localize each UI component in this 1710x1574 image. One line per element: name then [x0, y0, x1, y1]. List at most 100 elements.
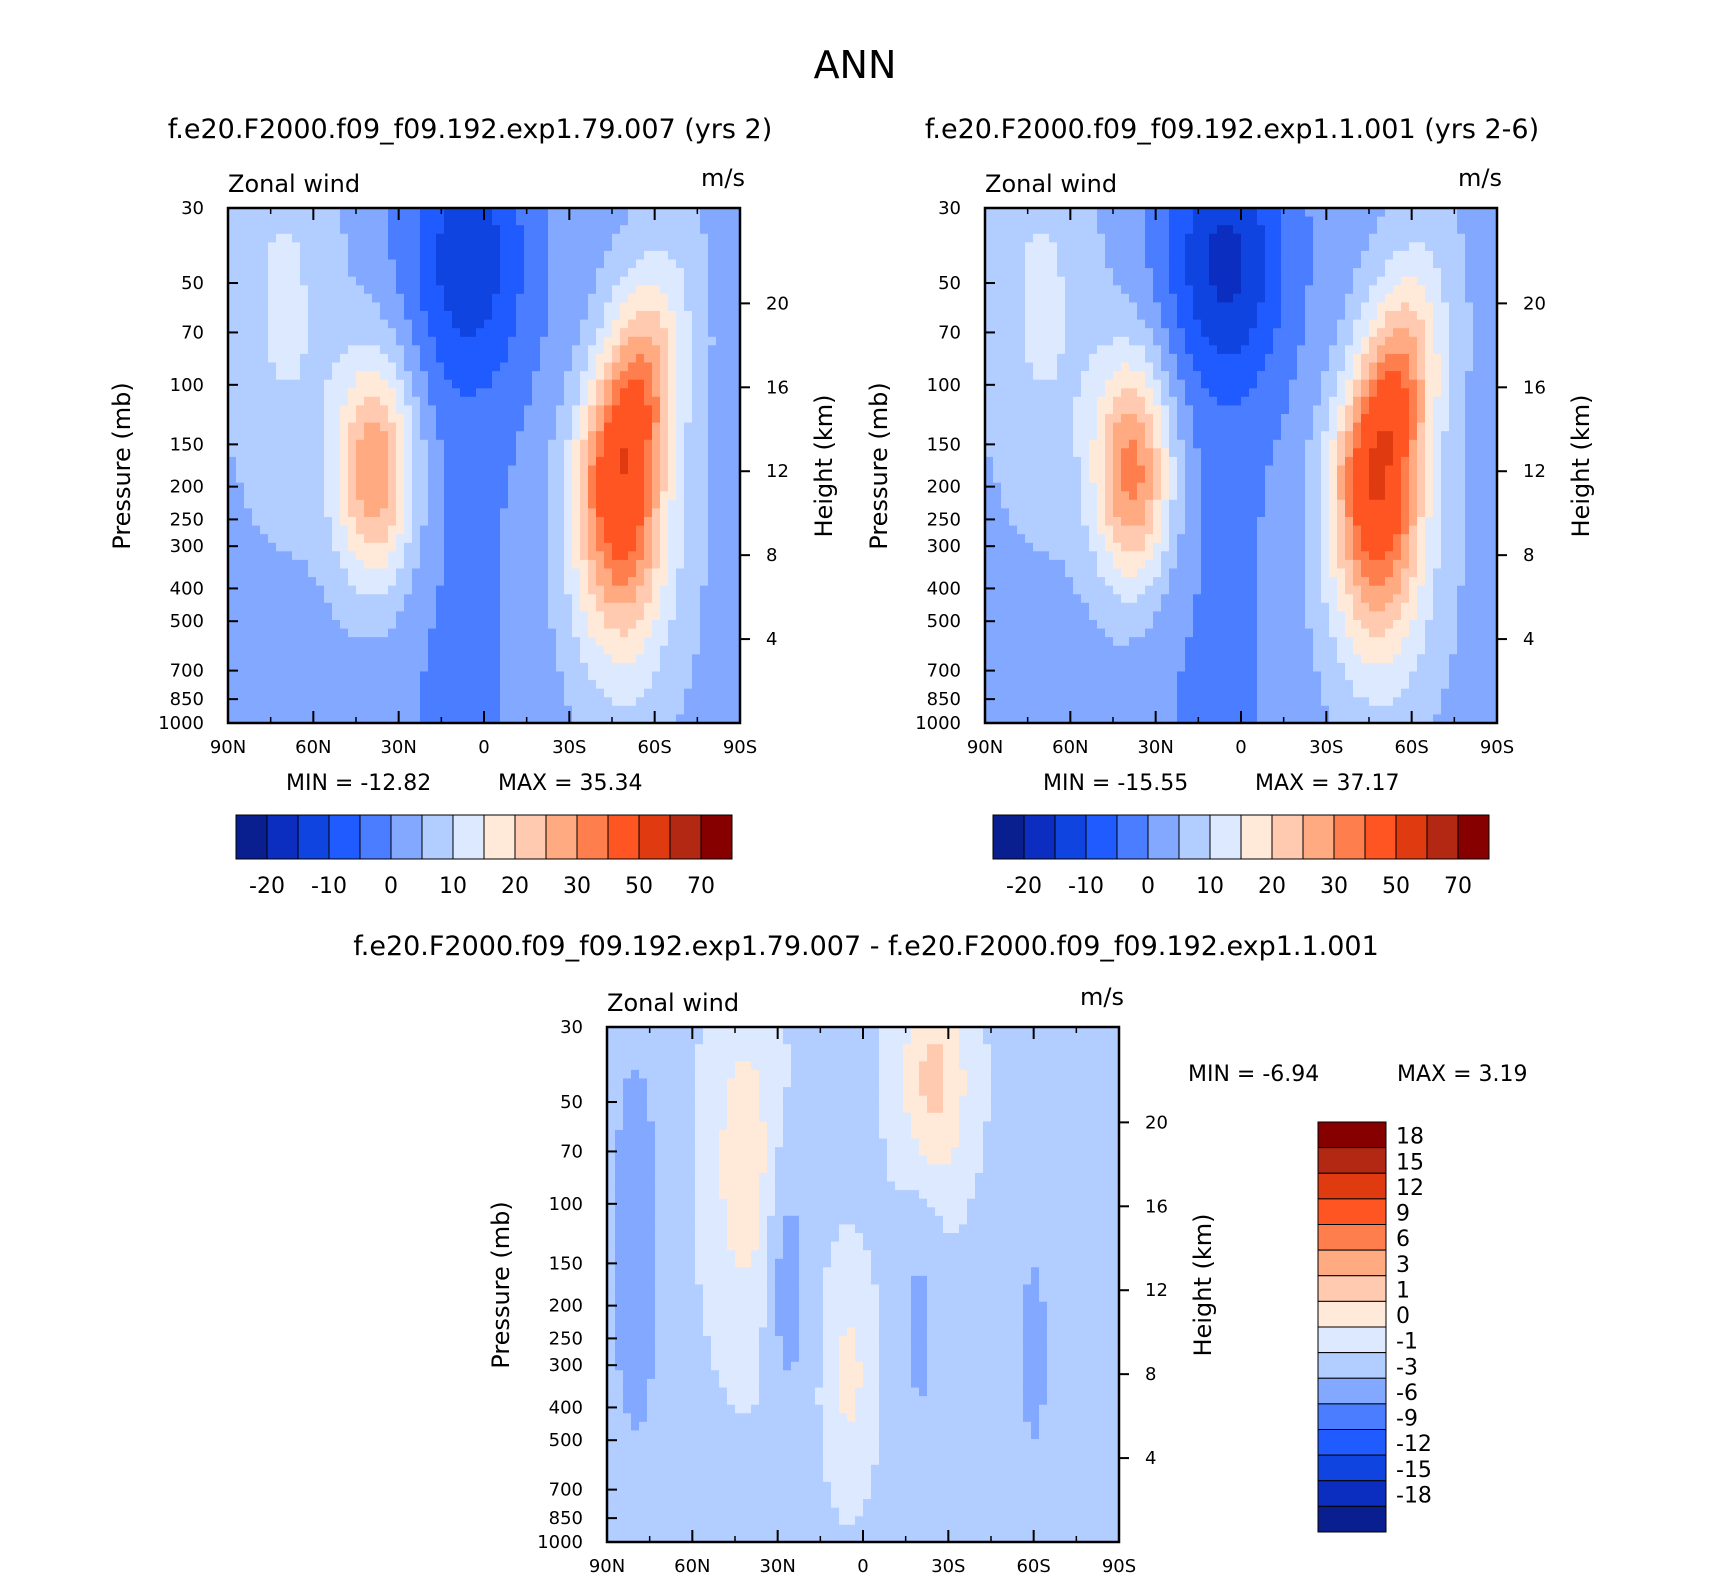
field-cell [444, 336, 453, 346]
field-cell [228, 250, 237, 261]
colorbar-swatch [297, 814, 330, 860]
field-cell [396, 422, 405, 432]
field-cell [588, 688, 597, 698]
field-cell [1081, 225, 1090, 235]
field-cell [692, 594, 701, 604]
field-cell [596, 534, 605, 544]
field-cell [396, 517, 405, 527]
field-cell [428, 388, 437, 398]
field-cell [364, 637, 373, 647]
field-cell [532, 662, 541, 673]
field-cell [252, 654, 261, 664]
field-cell [580, 396, 589, 406]
units-label: m/s [1458, 164, 1502, 192]
field-cell [700, 559, 709, 570]
field-cell [1161, 328, 1170, 338]
field-cell [1105, 242, 1114, 252]
field-cell [668, 662, 677, 673]
field-cell [428, 285, 437, 295]
field-cell [380, 559, 389, 570]
field-cell [1121, 250, 1130, 261]
field-cell [228, 680, 237, 690]
field-cell [244, 319, 253, 329]
field-cell [580, 482, 589, 492]
field-cell [676, 225, 685, 235]
field-cell [1385, 302, 1394, 312]
field-cell [532, 577, 541, 587]
field-cell [1081, 242, 1090, 252]
field-cell [268, 302, 277, 312]
field-cell [692, 645, 701, 655]
field-cell [724, 456, 733, 467]
field-cell [684, 225, 693, 235]
field-cell [468, 542, 477, 552]
field-cell [596, 628, 605, 638]
field-cell [668, 534, 677, 544]
field-cell [644, 233, 653, 243]
field-cell [1081, 285, 1090, 295]
field-cell [620, 396, 629, 406]
field-cell [668, 414, 677, 424]
field-cell [700, 628, 709, 638]
field-cell [684, 508, 693, 518]
field-cell [692, 577, 701, 587]
field-cell [580, 534, 589, 544]
field-cell [524, 328, 533, 338]
field-cell [1489, 268, 1497, 278]
field-cell [444, 216, 453, 226]
field-cell [492, 697, 501, 707]
field-cell [428, 216, 437, 226]
field-cell [452, 379, 461, 389]
field-cell [1233, 233, 1242, 243]
field-cell [644, 456, 653, 467]
field-cell [428, 499, 437, 509]
field-cell [436, 388, 445, 398]
field-cell [1297, 293, 1306, 303]
field-cell [620, 628, 629, 638]
field-cell [660, 319, 669, 329]
field-cell [1321, 302, 1330, 312]
field-cell [236, 268, 245, 278]
colorbar-label: 10 [439, 874, 467, 899]
field-cell [1265, 250, 1274, 261]
field-cell [588, 250, 597, 261]
field-cell [700, 268, 709, 278]
field-cell [676, 654, 685, 664]
field-cell [244, 594, 253, 604]
field-cell [1361, 302, 1370, 312]
field-cell [724, 371, 733, 381]
field-cell [428, 311, 437, 321]
field-cell [540, 525, 549, 535]
field-cell [476, 371, 485, 381]
panel-top-right: f.e20.F2000.f09_f09.192.exp1.1.001 (yrs … [865, 114, 1595, 899]
field-cell [556, 439, 565, 449]
field-cell [1337, 328, 1346, 338]
field-cell [364, 250, 373, 261]
field-cell [1473, 336, 1482, 346]
field-cell [364, 517, 373, 527]
field-cell [620, 620, 629, 630]
field-cell [1377, 242, 1386, 252]
field-cell [284, 319, 293, 329]
field-cell [556, 465, 565, 475]
field-cell [676, 585, 685, 595]
field-cell [1273, 336, 1282, 346]
field-cell [652, 688, 661, 698]
field-cell [404, 611, 413, 621]
field-cell [620, 345, 629, 355]
field-cell [1345, 242, 1354, 252]
field-cell [580, 491, 589, 501]
field-cell [412, 371, 421, 381]
field-cell [484, 551, 493, 561]
field-cell [692, 233, 701, 243]
field-cell [636, 628, 645, 638]
field-cell [308, 208, 317, 218]
field-cell [244, 328, 253, 338]
field-cell [500, 225, 509, 235]
field-cell [1265, 225, 1274, 235]
field-cell [428, 328, 437, 338]
field-cell [340, 216, 349, 226]
field-cell [252, 216, 261, 226]
field-cell [276, 225, 285, 235]
field-cell [1089, 225, 1098, 235]
